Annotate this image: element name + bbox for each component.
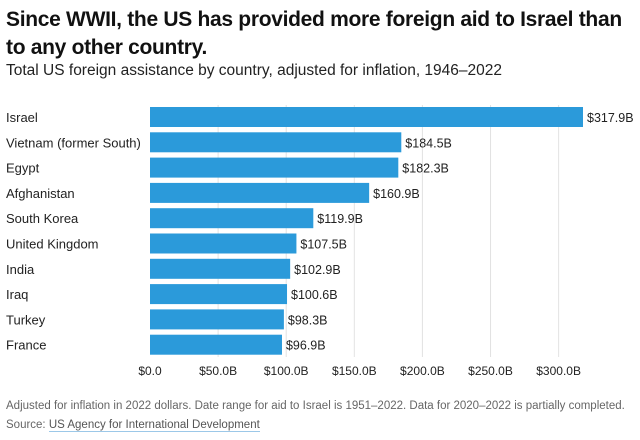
category-label: Iraq	[6, 287, 28, 302]
source-link[interactable]: US Agency for International Development	[48, 419, 260, 432]
value-label: $98.3B	[288, 313, 328, 327]
bar[interactable]	[150, 157, 399, 178]
value-label: $119.9B	[317, 212, 363, 226]
bar[interactable]	[150, 132, 402, 153]
value-label: $184.5B	[405, 136, 452, 150]
category-label: India	[6, 262, 35, 277]
bar-chart: Israel Vietnam (former South) Egypt Afghani…	[6, 105, 634, 378]
x-tick-label: $200.0B	[400, 364, 445, 378]
category-label: Vietnam (former South)	[6, 135, 141, 150]
value-label: $100.6B	[291, 288, 338, 302]
category-label: Egypt	[6, 161, 40, 176]
value-label: $102.9B	[294, 263, 341, 277]
category-label: South Korea	[6, 211, 79, 226]
x-tick-label: $0.0	[138, 364, 162, 378]
bar[interactable]	[150, 309, 284, 330]
x-axis-tick-labels: $0.0 $50.0B $100.0B $150.0B $200.0B $250.0B $3…	[138, 364, 581, 378]
value-label: $317.9B	[587, 111, 634, 125]
bars	[150, 107, 583, 355]
value-label: $160.9B	[373, 187, 420, 201]
source-line: Source: US Agency for International Deve…	[6, 419, 260, 432]
category-label: France	[6, 338, 46, 353]
x-tick-label: $100.0B	[264, 364, 309, 378]
value-label: $107.5B	[300, 238, 347, 252]
bar[interactable]	[150, 284, 288, 305]
bar[interactable]	[150, 208, 314, 229]
category-label: Afghanistan	[6, 186, 75, 201]
x-tick-label: $300.0B	[536, 364, 581, 378]
bar[interactable]	[150, 258, 291, 279]
value-label: $96.9B	[286, 339, 326, 353]
value-label: $182.3B	[402, 162, 449, 176]
source-prefix: Source:	[6, 419, 49, 431]
chart-title: Since WWII, the US has provided more for…	[6, 8, 622, 59]
x-tick-label: $150.0B	[332, 364, 377, 378]
value-labels: $317.9B $184.5B $182.3B $160.9B $119.9B $107.…	[286, 111, 634, 353]
category-labels: Israel Vietnam (former South) Egypt Afghani…	[6, 110, 141, 353]
bar[interactable]	[150, 182, 370, 203]
x-tick-label: $250.0B	[468, 364, 513, 378]
bar[interactable]	[150, 334, 282, 355]
bar[interactable]	[150, 233, 297, 254]
bar[interactable]	[150, 107, 583, 127]
x-tick-label: $50.0B	[199, 364, 237, 378]
category-label: United Kingdom	[6, 237, 99, 252]
category-label: Turkey	[6, 312, 46, 327]
footnote: Adjusted for inflation in 2022 dollars. …	[6, 400, 625, 412]
chart-subtitle: Total US foreign assistance by country, …	[6, 62, 503, 79]
category-label: Israel	[6, 110, 38, 125]
